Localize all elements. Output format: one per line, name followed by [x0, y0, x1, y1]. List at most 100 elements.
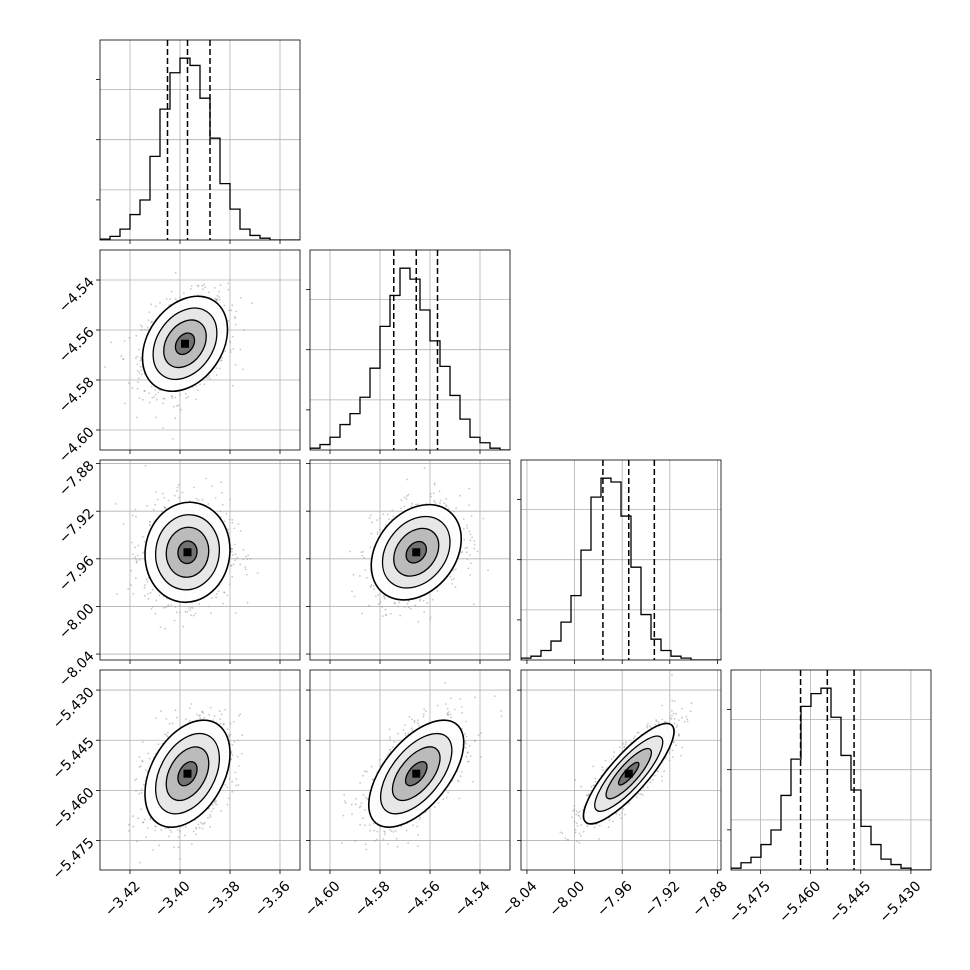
- sample-point: [512, 544, 514, 546]
- sample-point: [500, 710, 502, 712]
- sample-point: [148, 311, 151, 314]
- scatter-panel-0-3: [96, 669, 301, 874]
- sample-point: [434, 501, 437, 504]
- sample-point: [241, 752, 243, 755]
- sample-point: [391, 509, 394, 512]
- sample-point: [123, 340, 126, 342]
- sample-point: [464, 547, 467, 549]
- sample-point: [154, 612, 157, 615]
- sample-point: [225, 512, 228, 515]
- histogram-step: [521, 477, 721, 660]
- sample-point: [203, 383, 206, 386]
- sample-point: [214, 802, 217, 805]
- sample-point: [384, 614, 387, 617]
- sample-point: [377, 603, 380, 605]
- hist-panel-3: [727, 669, 932, 874]
- sample-point: [197, 389, 199, 391]
- sample-point: [138, 397, 141, 399]
- sample-point: [352, 573, 355, 576]
- hist-panel-0: [96, 39, 301, 244]
- sample-point: [160, 828, 163, 831]
- sample-point: [134, 577, 137, 580]
- sample-point: [409, 607, 412, 610]
- sample-point: [419, 816, 421, 818]
- sample-point: [432, 492, 435, 494]
- sample-point: [403, 606, 406, 608]
- sample-point: [209, 706, 212, 709]
- sample-point: [170, 290, 173, 293]
- sample-point: [393, 601, 396, 604]
- sample-point: [188, 607, 191, 609]
- sample-point: [171, 397, 174, 399]
- sample-point: [386, 513, 389, 516]
- sample-point: [396, 845, 399, 848]
- sample-point: [466, 524, 468, 527]
- sample-point: [148, 392, 150, 395]
- sample-point: [167, 499, 170, 502]
- sample-point: [174, 417, 177, 420]
- sample-point: [177, 846, 180, 849]
- sample-point: [433, 806, 436, 808]
- sample-point: [195, 826, 197, 829]
- sample-point: [163, 607, 165, 609]
- sample-point: [127, 823, 130, 826]
- sample-point: [444, 504, 447, 507]
- sample-point: [373, 585, 375, 587]
- sample-point: [163, 397, 166, 400]
- sample-point: [176, 716, 178, 719]
- sample-point: [445, 505, 448, 508]
- sample-point: [413, 719, 416, 722]
- sample-point: [197, 823, 200, 826]
- sample-point: [473, 547, 476, 550]
- sample-point: [411, 718, 413, 720]
- sample-point: [227, 734, 230, 736]
- sample-point: [148, 757, 151, 760]
- sample-point: [134, 556, 136, 559]
- sample-point: [473, 603, 475, 606]
- sample-point: [364, 824, 366, 827]
- histogram-step: [731, 687, 931, 870]
- sample-point: [181, 491, 184, 494]
- sample-point: [443, 502, 446, 504]
- sample-point: [141, 398, 144, 401]
- sample-point: [470, 515, 473, 517]
- sample-point: [137, 381, 139, 383]
- sample-point: [378, 528, 381, 531]
- sample-point: [399, 614, 402, 617]
- sample-point: [145, 578, 148, 581]
- sample-point: [404, 734, 407, 737]
- sample-point: [154, 503, 157, 506]
- sample-point: [155, 398, 158, 401]
- sample-point: [487, 569, 489, 572]
- sample-point: [384, 597, 386, 600]
- sample-point: [369, 586, 372, 588]
- sample-point: [378, 758, 381, 761]
- sample-point: [392, 515, 395, 518]
- sample-point: [139, 365, 142, 368]
- sample-point: [231, 790, 234, 793]
- sample-point: [363, 556, 365, 559]
- sample-point: [232, 554, 234, 556]
- sample-point: [218, 298, 221, 301]
- panel-content: [127, 703, 244, 864]
- sample-point: [173, 494, 176, 497]
- sample-point: [361, 554, 364, 557]
- sample-point: [231, 335, 234, 338]
- sample-point: [246, 558, 249, 561]
- sample-point: [373, 588, 375, 591]
- sample-point: [201, 498, 204, 501]
- sample-point: [376, 519, 378, 522]
- sample-point: [234, 612, 237, 614]
- sample-point: [152, 508, 155, 511]
- hist-panel-2: [517, 459, 722, 664]
- sample-point: [230, 547, 233, 550]
- sample-point: [447, 711, 450, 713]
- sample-point: [142, 821, 145, 824]
- sample-point: [230, 564, 233, 567]
- histogram-step: [100, 57, 300, 240]
- sample-point: [361, 612, 363, 615]
- sample-point: [135, 560, 138, 563]
- sample-point: [135, 789, 138, 792]
- sample-point: [223, 304, 226, 307]
- sample-point: [230, 752, 233, 755]
